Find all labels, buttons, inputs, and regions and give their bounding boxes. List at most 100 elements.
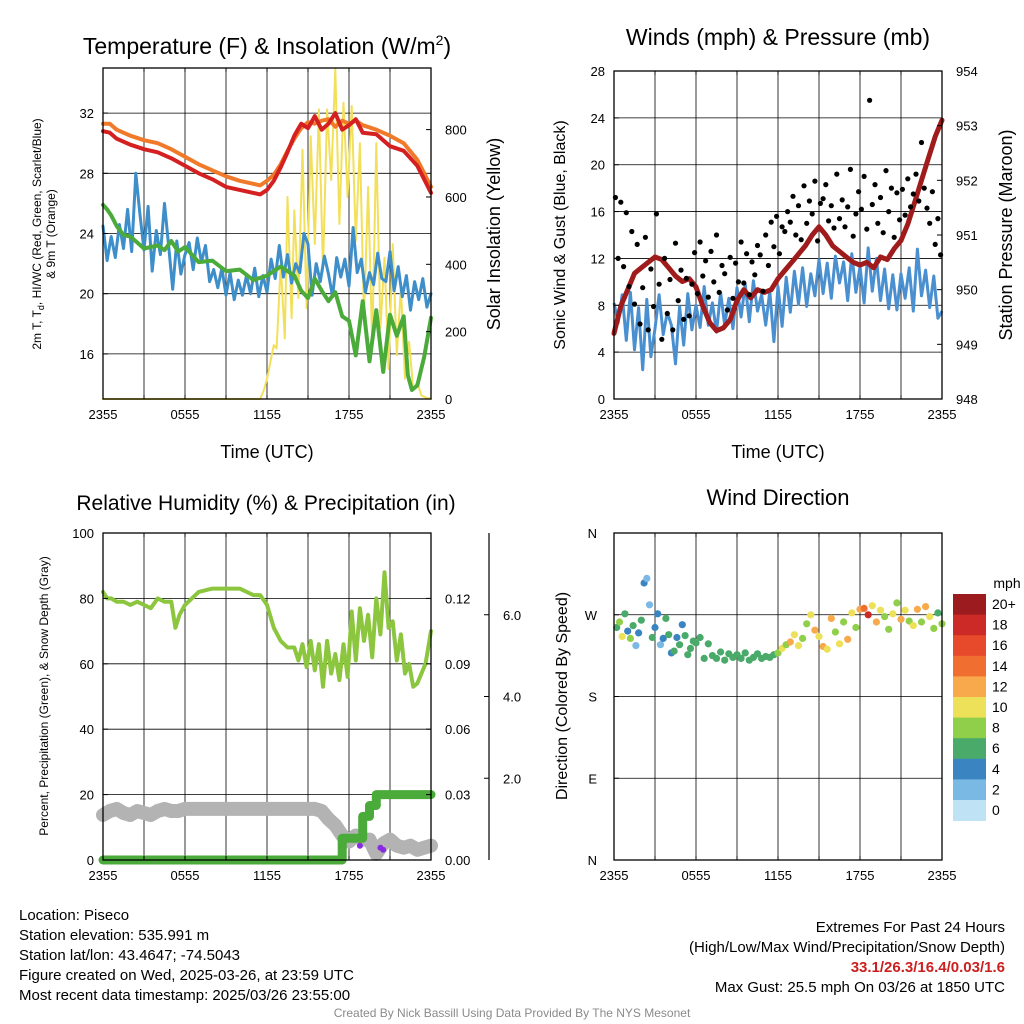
gust-point (746, 292, 752, 298)
direction-point (794, 642, 803, 650)
colorbar-swatch (953, 758, 986, 780)
direction-point (844, 635, 852, 643)
temperature-y-tick-label: 16 (80, 347, 94, 362)
humidity-y-tick-label: 20 (80, 788, 94, 803)
direction-point (626, 634, 635, 643)
gust-point (850, 233, 856, 239)
direction-panel: Wind Direction 2355 0555 1155 1755 2355NESWN… (554, 485, 1021, 883)
direction-point (712, 654, 721, 663)
direction-point (621, 610, 629, 618)
gust-point (697, 239, 703, 245)
direction-point (618, 632, 626, 641)
colorbar-label: 4 (992, 761, 1000, 777)
gust-point (768, 219, 774, 225)
direction-point (823, 645, 831, 653)
credit-line: Created By Nick Bassill Using Data Provi… (333, 1006, 691, 1020)
insolation-y-tick-label: 400 (445, 257, 467, 272)
direction-point (678, 621, 686, 629)
colorbar-swatch (953, 635, 986, 657)
direction-point (648, 633, 656, 642)
direction-point (840, 618, 848, 626)
gust-point (785, 209, 791, 215)
gust-point (656, 281, 662, 287)
gust-point (760, 288, 766, 294)
gust-point (675, 298, 681, 304)
direction-point (684, 651, 692, 659)
direction-point (659, 634, 667, 643)
speed-colorbar: 20+ 18 16 14 12 10 8 6 4 2 0 (953, 594, 1016, 821)
gust-point (752, 272, 758, 278)
gust-point (815, 238, 821, 244)
direction-point (670, 647, 678, 655)
gust-point (905, 176, 911, 182)
gust-point (886, 209, 892, 215)
gust-point (793, 232, 799, 238)
direction-point (885, 625, 893, 633)
direction-point (673, 633, 681, 642)
direction-point (815, 632, 823, 641)
gust-point (935, 216, 941, 222)
gust-point (894, 190, 900, 196)
snow-y-tick-label: 4.0 (503, 690, 521, 705)
direction-point (645, 601, 654, 609)
gust-point (820, 196, 826, 202)
colorbar-swatch (953, 717, 986, 739)
precip-y-tick-label: 0.09 (445, 657, 470, 672)
direction-point (803, 620, 811, 628)
x-tick-label: 2355 (417, 868, 446, 883)
direction-point (872, 618, 881, 626)
gust-point (806, 198, 813, 204)
gust-point (686, 313, 692, 319)
pressure-y-tick-label: 954 (956, 64, 978, 79)
direction-point (917, 618, 926, 626)
direction-point (860, 604, 868, 613)
direction-point (692, 639, 700, 647)
extremes-values: 33.1/26.3/16.4/0.03/1.6 (850, 959, 1005, 976)
gust-point (735, 279, 742, 285)
gust-point (730, 295, 736, 301)
gust-point (645, 327, 651, 333)
gust-point (891, 234, 897, 240)
colorbar-label: 12 (992, 678, 1008, 694)
gust-point (834, 171, 840, 177)
colorbar-swatch (953, 738, 986, 760)
gust-point (716, 289, 722, 295)
winds-panel-title: Winds (mph) & Pressure (mb) (626, 24, 930, 50)
gust-point (927, 220, 933, 226)
gust-point (899, 186, 906, 192)
gust-point (672, 240, 679, 246)
gust-point (921, 185, 927, 191)
direction-panel-title: Wind Direction (706, 485, 849, 510)
x-tick-label: 1755 (846, 868, 875, 883)
winds-panel: Winds (mph) & Pressure (mb) 2355 0555 1155… (552, 24, 1016, 462)
wind-y-tick-label: 24 (591, 111, 605, 126)
gust-point (845, 204, 851, 210)
gust-point (787, 219, 793, 225)
x-tick-label: 1155 (764, 868, 792, 883)
direction-points (613, 574, 946, 664)
direction-point (852, 623, 860, 632)
pressure-line (611, 117, 945, 336)
gust-point (648, 266, 654, 272)
insolation-y-tick-label: 600 (445, 190, 467, 205)
precip-y-tick-label: 0.06 (445, 722, 470, 737)
wind-line (612, 246, 944, 372)
precip-line (98, 790, 436, 865)
colorbar-swatch (953, 676, 986, 698)
humidity-panel-title: Relative Humidity (%) & Precipitation (i… (76, 492, 455, 515)
x-tick-label: 2355 (928, 868, 957, 883)
pressure-y-tick-label: 948 (956, 392, 978, 407)
x-tick-label: 0555 (682, 407, 711, 422)
insolation-y-tick-label: 800 (445, 123, 467, 138)
temperature-series (101, 68, 433, 400)
gust-point (856, 189, 862, 195)
temperature-y-tick-label: 20 (80, 287, 94, 302)
direction-point (629, 622, 637, 630)
direction-point (786, 638, 794, 646)
gust-point (853, 211, 859, 217)
temperature-y-tick-label: 32 (80, 106, 94, 121)
colorbar-swatch (953, 655, 986, 677)
temperature-y-label: 2m T, Td, HI/WC (Red, Green, Scarlet/Blu… (30, 118, 46, 349)
direction-point (864, 611, 872, 619)
